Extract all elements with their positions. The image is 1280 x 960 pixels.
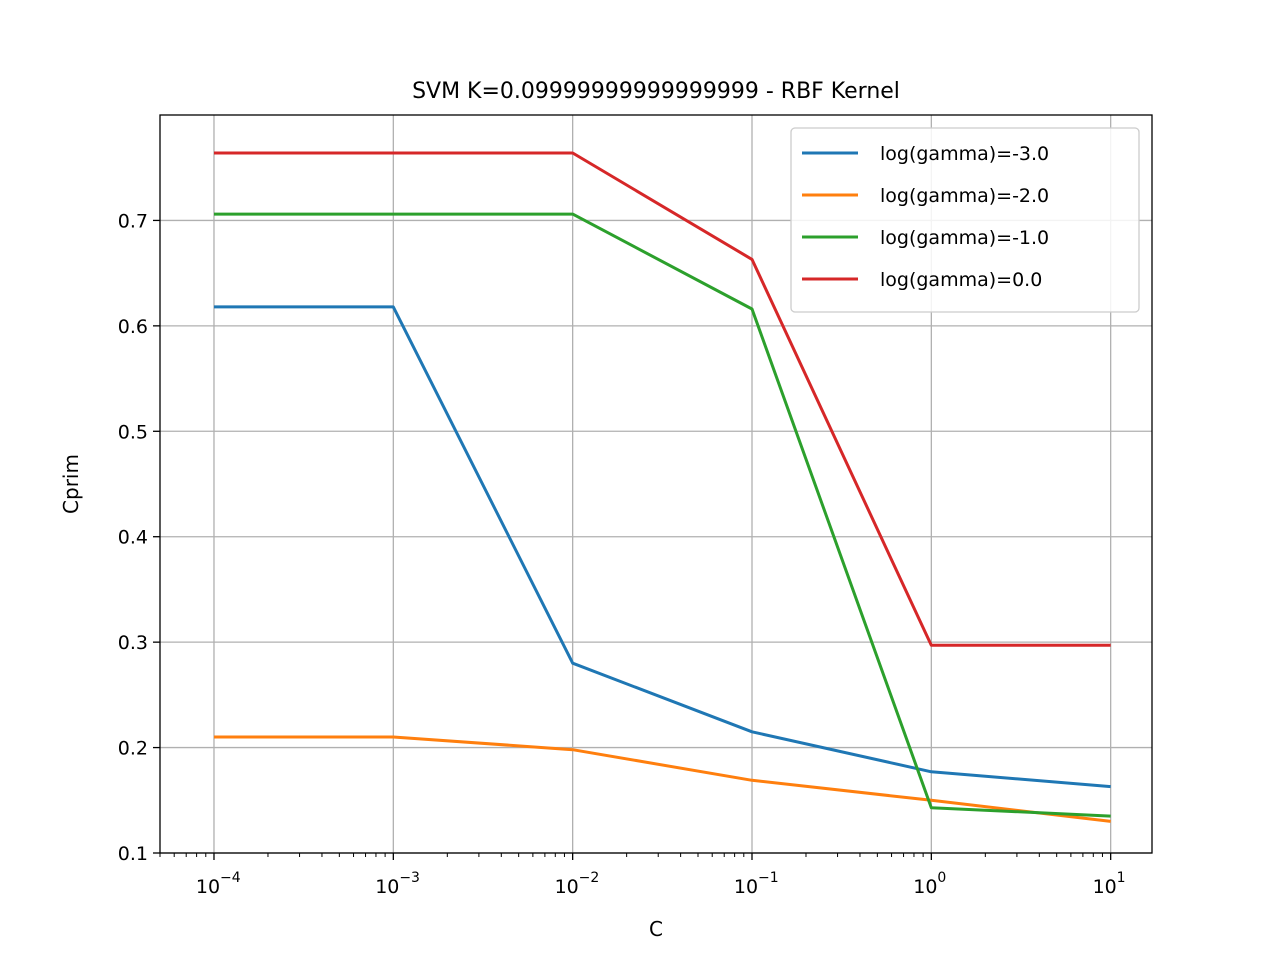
x-tick-label: 10 xyxy=(913,876,937,898)
legend-label: log(gamma)=-3.0 xyxy=(880,143,1049,165)
y-tick-label: 0.3 xyxy=(118,632,148,654)
series-line-3 xyxy=(214,151,1111,647)
x-tick-label: 10 xyxy=(375,876,399,898)
plot-frame xyxy=(159,114,1153,854)
x-tick-exponent: 1 xyxy=(1117,870,1126,886)
y-tick-label: 0.7 xyxy=(118,210,148,232)
x-tick-label: 10 xyxy=(196,876,220,898)
grid xyxy=(160,115,1152,854)
legend-label: log(gamma)=-1.0 xyxy=(880,227,1049,249)
legend-label: log(gamma)=0.0 xyxy=(880,269,1042,291)
x-axis-label: C xyxy=(649,917,663,941)
series-line-0 xyxy=(214,305,1111,789)
y-axis-label: Cprim xyxy=(59,454,83,514)
y-tick-label: 0.6 xyxy=(118,316,148,338)
y-tick-label: 0.2 xyxy=(118,738,148,760)
x-tick-exponent: −3 xyxy=(399,870,420,886)
y-tick-label: 0.4 xyxy=(118,527,148,549)
chart-title: SVM K=0.09999999999999999 - RBF Kernel xyxy=(412,79,900,104)
x-tick-exponent: 0 xyxy=(937,870,946,886)
series-line-2 xyxy=(214,212,1111,818)
series-line-1 xyxy=(214,735,1111,823)
series-lines xyxy=(214,151,1111,823)
x-tick-label: 10 xyxy=(1093,876,1117,898)
x-tick-exponent: −4 xyxy=(220,870,241,886)
axis-ticks: 10 −4 10 −3 10 −2 10 −1 10 0 10 10.10.20.30.40.50.6… xyxy=(118,210,1126,898)
y-tick-label: 0.5 xyxy=(118,421,148,443)
x-tick-label: 10 xyxy=(555,876,579,898)
legend-box xyxy=(790,127,1140,313)
x-tick-exponent: −1 xyxy=(758,870,779,886)
x-tick-label: 10 xyxy=(734,876,758,898)
legend-label: log(gamma)=-2.0 xyxy=(880,185,1049,207)
legend: log(gamma)=-3.0 log(gamma)=-2.0 log(gamma)… xyxy=(790,127,1140,313)
x-tick-exponent: −2 xyxy=(579,870,600,886)
y-tick-label: 0.1 xyxy=(118,843,148,865)
